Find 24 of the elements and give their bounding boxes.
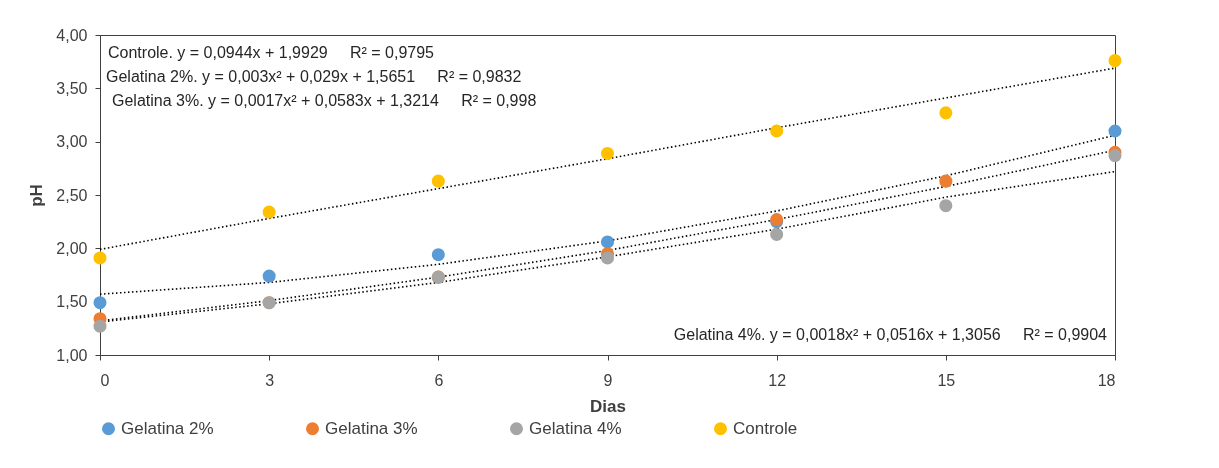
y-axis-title: pH (27, 184, 47, 207)
y-tick-label: 2,00 (56, 239, 88, 257)
y-tick-label: 3,50 (56, 79, 88, 97)
x-tick-label: 12 (768, 371, 787, 389)
y-tick-label: 1,50 (56, 293, 88, 311)
x-axis-title: Dias (590, 396, 626, 416)
y-tick-label: 2,50 (56, 186, 88, 204)
annotation: Controle. y = 0,0944x + 1,9929 R² = 0,9795 (108, 44, 435, 61)
x-tick-label: 9 (603, 371, 613, 389)
legend-label: Gelatina 3% (325, 418, 418, 438)
annotation: Gelatina 2%. y = 0,003x² + 0,029x + 1,5651 R² = 0,9832 (106, 68, 522, 85)
annotation: Gelatina 4%. y = 0,0018x² + 0,0516x + 1,3056 R² = 0,9904 (673, 326, 1108, 343)
legend-label: Gelatina 2% (121, 418, 214, 438)
y-tick-label: 3,00 (56, 133, 88, 151)
x-tick-label: 0 (100, 371, 110, 389)
x-tick-label: 6 (434, 371, 444, 389)
legend-label: Controle (733, 418, 798, 438)
x-tick-label: 15 (937, 371, 956, 389)
x-tick-label: 18 (1097, 371, 1116, 389)
legend-label: Gelatina 4% (529, 418, 622, 438)
annotation: Gelatina 3%. y = 0,0017x² + 0,0583x + 1,3214 R² = 0,998 (112, 92, 537, 109)
y-tick-label: 1,00 (56, 346, 88, 364)
x-tick-label: 3 (265, 371, 275, 389)
y-tick-label: 4,00 (56, 26, 88, 44)
